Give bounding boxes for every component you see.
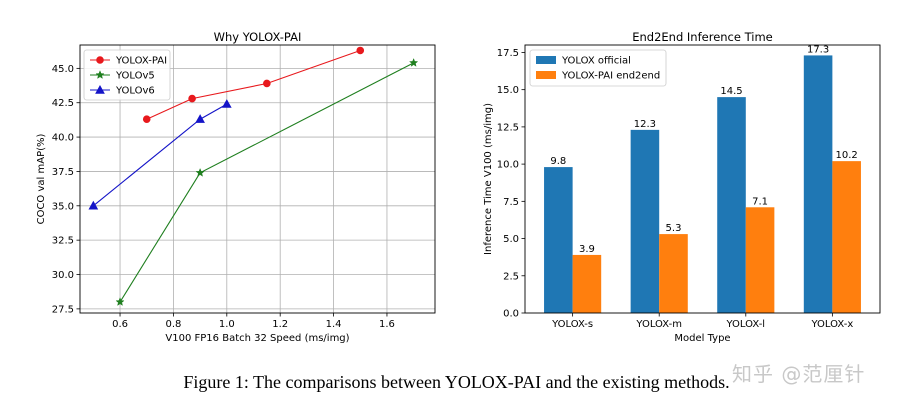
- x-axis-label: Model Type: [674, 333, 730, 344]
- bar-value-label: 9.8: [550, 156, 566, 167]
- x-tick-label: 1.0: [219, 319, 235, 330]
- y-tick-label: 32.5: [52, 236, 74, 247]
- plot-frame: [524, 44, 881, 314]
- legend-marker: [96, 56, 104, 64]
- x-tick-label: YOLOX-x: [810, 319, 853, 330]
- bar-official: [544, 167, 573, 313]
- x-tick-label: YOLOX-s: [551, 319, 593, 330]
- series-line-yolox-pai: [146, 49, 361, 120]
- bar-chart: 9.8 3.9 12.3 5.3 14.5 7.1 17.3 10.2 YOLOX-s YOLOX…: [483, 30, 881, 344]
- data-point: [408, 57, 419, 67]
- data-point: [195, 114, 205, 123]
- y-axis-label: COCO val mAP(%): [36, 134, 47, 225]
- y-tick-label: 17.5: [497, 48, 519, 59]
- y-tick-label: 7.5: [503, 197, 519, 208]
- data-point: [188, 94, 196, 103]
- legend-swatch: [536, 71, 556, 79]
- y-tick-label: 12.5: [497, 122, 519, 133]
- data-point: [356, 46, 365, 55]
- y-tick-label: 5.0: [503, 234, 519, 245]
- legend-label: YOLOX-PAI end2end: [561, 71, 660, 82]
- chart-title: Why YOLOX-PAI: [214, 30, 302, 44]
- y-tick-label: 27.5: [52, 304, 74, 315]
- y-tick-label: 37.5: [52, 167, 74, 178]
- bar-value-label: 10.2: [836, 150, 858, 161]
- legend-label: YOLOX-PAI: [115, 56, 167, 67]
- bar-value-label: 3.9: [579, 244, 595, 255]
- data-point: [115, 297, 125, 306]
- legend-box: [529, 49, 667, 87]
- bar-value-label: 14.5: [720, 86, 742, 97]
- x-tick-label: YOLOX-m: [635, 319, 682, 330]
- x-tick-label: YOLOX-l: [725, 319, 765, 330]
- y-tick-label: 40.0: [52, 133, 74, 144]
- data-point: [88, 200, 99, 210]
- data-point: [195, 167, 205, 177]
- bar-official: [803, 55, 833, 314]
- legend-label: YOLOv6: [115, 86, 155, 97]
- y-tick-label: 35.0: [52, 201, 74, 212]
- bar-value-label: 17.3: [807, 44, 829, 55]
- legend-label: YOLOX official: [561, 56, 631, 67]
- bar-end2end: [572, 254, 602, 313]
- watermark: 知乎 @范厘针: [732, 362, 866, 386]
- legend-marker: [95, 70, 105, 79]
- plot-frame: [79, 44, 436, 314]
- y-tick-label: 15.0: [497, 85, 519, 96]
- data-point: [263, 79, 271, 88]
- bar-official: [717, 97, 746, 313]
- legend-swatch: [536, 56, 556, 64]
- bar-end2end: [659, 234, 688, 313]
- line-chart: 0.6 0.8 1.0 1.2 1.4 1.6 27.5 30.0 32.5 35.0 37.5 40…: [36, 30, 436, 344]
- data-point: [142, 115, 151, 124]
- x-axis-label: V100 FP16 Batch 32 Speed (ms/img): [165, 333, 349, 344]
- y-tick-label: 0.0: [503, 309, 519, 320]
- bar-official: [630, 129, 660, 313]
- x-tick-label: 1.4: [326, 319, 342, 330]
- bar-value-label: 12.3: [634, 119, 656, 130]
- bar-end2end: [832, 161, 861, 313]
- bar-end2end: [745, 207, 775, 313]
- series-line-yolov6: [92, 103, 228, 207]
- legend-box: [83, 49, 171, 101]
- x-tick-label: 1.6: [379, 319, 395, 330]
- legend-label: YOLOv5: [115, 71, 155, 82]
- chart-title: End2End Inference Time: [632, 30, 773, 44]
- x-tick-label: 0.8: [165, 319, 181, 330]
- x-tick-label: 1.2: [272, 319, 288, 330]
- data-point: [221, 99, 232, 108]
- y-tick-label: 10.0: [497, 160, 519, 171]
- y-tick-label: 45.0: [52, 64, 74, 75]
- y-tick-label: 2.5: [503, 271, 519, 282]
- figure-caption: Figure 1: The comparisons between YOLOX-…: [183, 372, 730, 392]
- legend-marker: [95, 84, 105, 94]
- y-tick-label: 42.5: [52, 98, 74, 109]
- bar-value-label: 7.1: [752, 196, 768, 207]
- y-tick-label: 30.0: [52, 270, 74, 281]
- bar-value-label: 5.3: [666, 223, 682, 234]
- x-tick-label: 0.6: [112, 319, 128, 330]
- y-axis-label: Inference Time V100 (ms/img): [483, 103, 494, 255]
